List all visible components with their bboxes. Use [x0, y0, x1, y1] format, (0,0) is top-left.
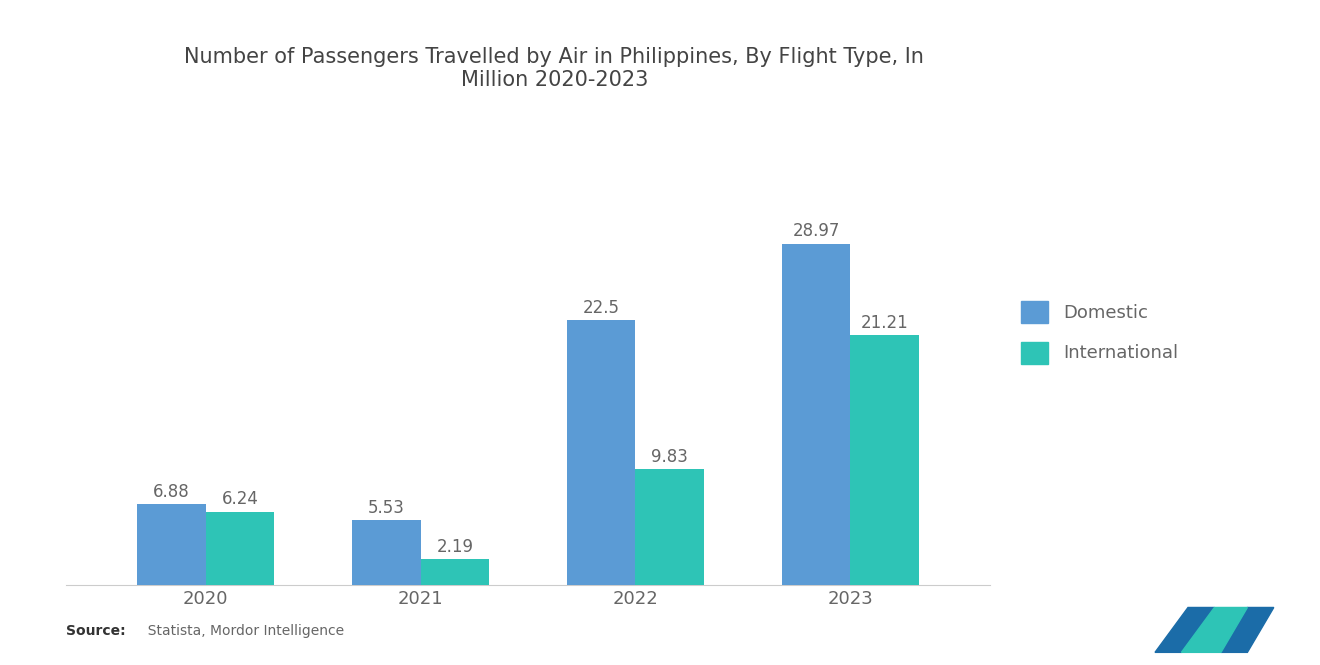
- Polygon shape: [1155, 608, 1214, 652]
- Text: 21.21: 21.21: [861, 314, 908, 332]
- Text: 5.53: 5.53: [368, 499, 405, 517]
- Polygon shape: [1221, 608, 1274, 652]
- Text: 9.83: 9.83: [651, 448, 688, 466]
- Text: 28.97: 28.97: [792, 222, 840, 241]
- Text: 6.88: 6.88: [153, 483, 190, 501]
- Bar: [566, 320, 635, 585]
- Legend: Domestic, International: Domestic, International: [1012, 293, 1187, 372]
- Bar: [206, 511, 275, 585]
- Text: Statista, Mordor Intelligence: Statista, Mordor Intelligence: [139, 624, 343, 638]
- Bar: [137, 504, 206, 585]
- Bar: [352, 520, 421, 585]
- Polygon shape: [1181, 608, 1247, 652]
- Text: 22.5: 22.5: [582, 299, 619, 317]
- Bar: [781, 244, 850, 585]
- Text: 2.19: 2.19: [437, 538, 474, 556]
- Text: Number of Passengers Travelled by Air in Philippines, By Flight Type, In
Million: Number of Passengers Travelled by Air in…: [185, 47, 924, 90]
- Bar: [850, 335, 919, 585]
- Bar: [635, 469, 704, 585]
- Bar: [421, 559, 490, 585]
- Text: 6.24: 6.24: [222, 490, 259, 508]
- Text: Source:: Source:: [66, 624, 125, 638]
